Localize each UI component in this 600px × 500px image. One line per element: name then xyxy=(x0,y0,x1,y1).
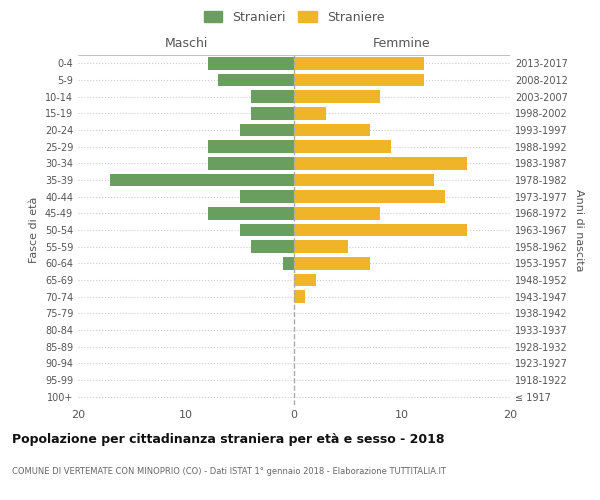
Bar xyxy=(294,90,380,103)
Bar xyxy=(208,57,294,70)
Bar xyxy=(218,74,294,86)
Bar xyxy=(294,57,424,70)
Text: Maschi: Maschi xyxy=(164,37,208,50)
Bar xyxy=(208,140,294,153)
Bar xyxy=(208,207,294,220)
Bar xyxy=(110,174,294,186)
Bar xyxy=(240,190,294,203)
Bar xyxy=(294,74,424,86)
Bar xyxy=(251,90,294,103)
Bar xyxy=(294,224,467,236)
Bar xyxy=(294,240,348,253)
Bar xyxy=(294,274,316,286)
Bar xyxy=(294,107,326,120)
Bar xyxy=(294,140,391,153)
Bar xyxy=(294,174,434,186)
Bar xyxy=(294,157,467,170)
Text: COMUNE DI VERTEMATE CON MINOPRIO (CO) - Dati ISTAT 1° gennaio 2018 - Elaborazion: COMUNE DI VERTEMATE CON MINOPRIO (CO) - … xyxy=(12,468,446,476)
Bar xyxy=(294,124,370,136)
Bar xyxy=(251,240,294,253)
Legend: Stranieri, Straniere: Stranieri, Straniere xyxy=(200,7,388,28)
Text: Femmine: Femmine xyxy=(373,37,431,50)
Bar xyxy=(294,207,380,220)
Bar xyxy=(240,124,294,136)
Y-axis label: Anni di nascita: Anni di nascita xyxy=(574,188,584,271)
Bar xyxy=(251,107,294,120)
Bar xyxy=(294,257,370,270)
Bar xyxy=(208,157,294,170)
Bar xyxy=(294,190,445,203)
Text: Popolazione per cittadinanza straniera per età e sesso - 2018: Popolazione per cittadinanza straniera p… xyxy=(12,432,445,446)
Bar xyxy=(294,290,305,303)
Y-axis label: Fasce di età: Fasce di età xyxy=(29,197,39,263)
Bar xyxy=(240,224,294,236)
Bar xyxy=(283,257,294,270)
